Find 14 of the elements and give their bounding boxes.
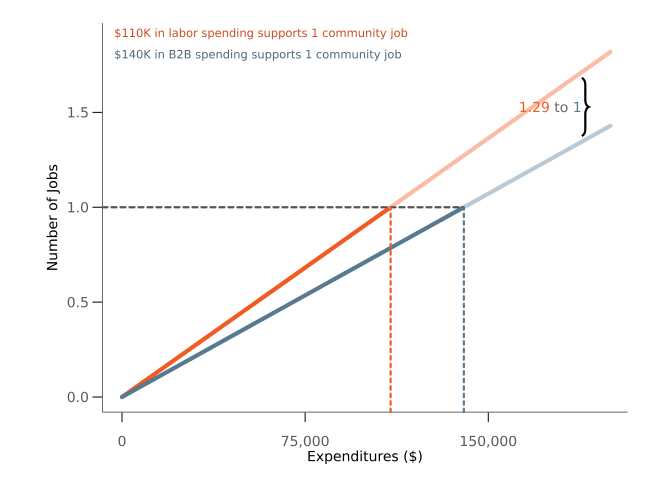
x-tick-label: 75,000 xyxy=(282,436,329,448)
annotation: to xyxy=(554,102,568,112)
annotation: 1 xyxy=(574,102,580,112)
annotation: 1.29 xyxy=(520,102,549,112)
x-axis-title: Expenditures ($) xyxy=(308,450,422,464)
y-tick-label: 1.0 xyxy=(68,202,88,213)
y-tick-label: 1.5 xyxy=(68,107,88,118)
y-axis-title: Number of Jobs xyxy=(46,164,60,270)
y-tick-label: 0.0 xyxy=(68,392,88,402)
y-tick-label: 0.5 xyxy=(68,296,88,308)
x-tick-label: 0 xyxy=(118,436,126,446)
text: $110K in labor spending supports 1 community job xyxy=(115,28,408,40)
text: $140K in B2B spending supports 1 community job xyxy=(115,50,402,61)
x-tick-label: 150,000 xyxy=(460,436,516,448)
